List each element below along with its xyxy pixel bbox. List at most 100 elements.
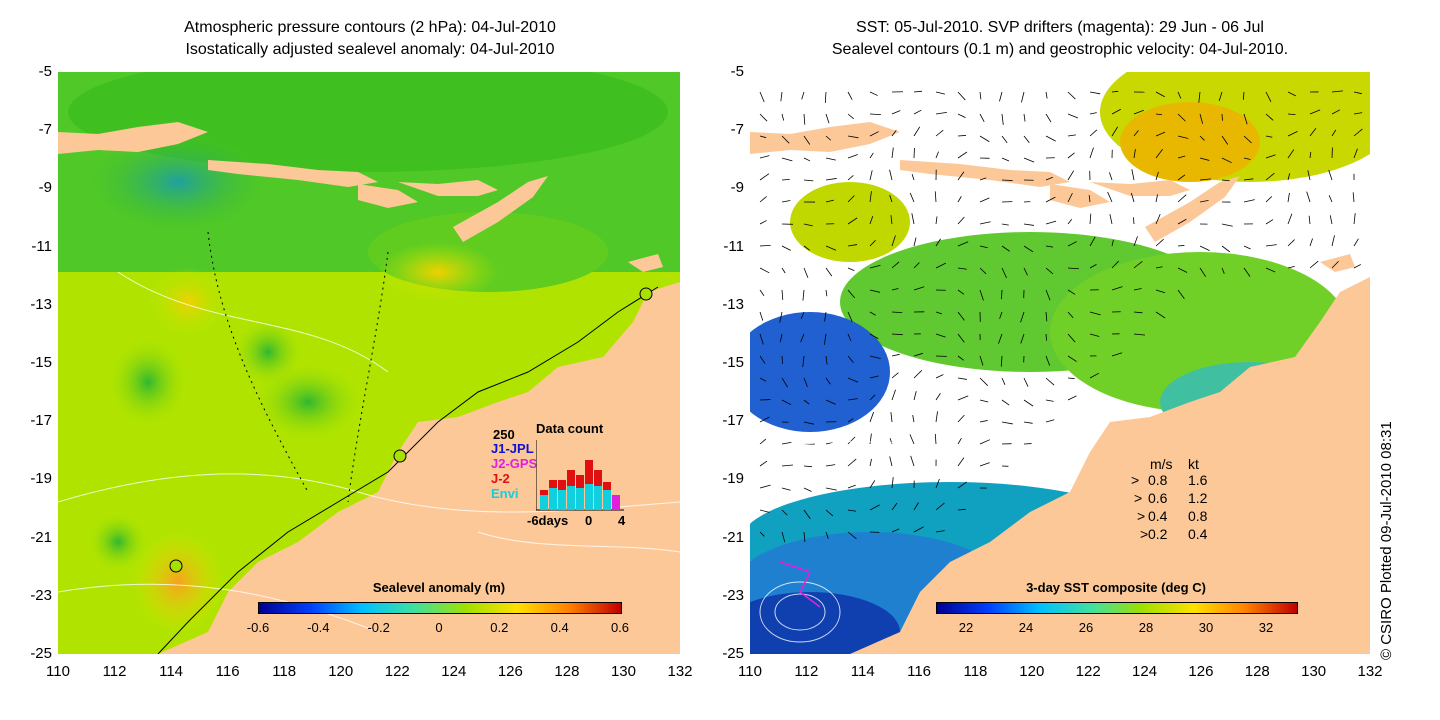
velocity-vector (911, 173, 915, 181)
velocity-vector (1067, 218, 1073, 225)
sst-map (750, 72, 1370, 654)
velocity-vector (847, 398, 858, 401)
velocity-vector (869, 264, 881, 269)
velocity-vector (759, 220, 767, 225)
velocity-vector (1131, 169, 1135, 181)
velocity-vector (935, 262, 946, 269)
velocity-vector (803, 223, 813, 227)
velocity-vector (1001, 179, 1013, 181)
velocity-vector (803, 135, 811, 145)
velocity-vector (1089, 147, 1094, 159)
left-colorbar-tick: -0.2 (367, 620, 390, 635)
data-count-title: Data count (536, 421, 604, 436)
velocity-vector (1089, 91, 1101, 95)
velocity-vector (759, 91, 765, 103)
velocity-vector (913, 502, 919, 511)
velocity-vector (869, 458, 872, 467)
velocity-legend-ms: 0.8 (1148, 472, 1168, 488)
velocity-vector (1287, 91, 1296, 97)
velocity-vector (825, 531, 829, 539)
velocity-vector (1243, 135, 1252, 144)
velocity-vector (1155, 131, 1166, 137)
velocity-vector (1265, 113, 1274, 121)
velocity-vector (869, 216, 874, 225)
velocity-vector (1243, 113, 1248, 125)
velocity-vector (979, 462, 990, 467)
velocity-vector (759, 311, 764, 321)
left-colorbar-title: Sealevel anomaly (m) (372, 580, 506, 595)
velocity-vector (781, 200, 791, 203)
velocity-vector (1331, 109, 1341, 115)
velocity-vector (1023, 135, 1030, 144)
velocity-vector (1067, 170, 1075, 181)
data-count-x-start: -6days (527, 513, 569, 528)
velocity-vector (847, 135, 859, 139)
velocity-vector (779, 311, 783, 323)
velocity-vector (847, 311, 853, 322)
velocity-vector (1287, 173, 1291, 181)
right-colorbar-tick: 24 (1018, 620, 1034, 635)
velocity-vector (1199, 113, 1204, 124)
velocity-vector (759, 484, 771, 489)
velocity-vector (913, 391, 917, 401)
velocity-vector (824, 91, 827, 103)
velocity-vector (935, 393, 941, 401)
velocity-vector (913, 370, 923, 379)
velocity-vector (1045, 399, 1054, 402)
velocity-vector (803, 157, 811, 162)
velocity-vector (1067, 91, 1076, 100)
velocity-vector (935, 411, 938, 423)
velocity-vector (869, 240, 876, 247)
velocity-vector (890, 412, 893, 423)
velocity-vector (1287, 131, 1298, 137)
velocity-vector (1133, 236, 1138, 247)
velocity-vector (781, 487, 791, 491)
velocity-vector (1199, 135, 1205, 141)
velocity-vector (1045, 289, 1051, 301)
velocity-vector (1023, 421, 1033, 424)
velocity-vector (781, 113, 785, 121)
x-tick-label: 110 (46, 663, 70, 680)
velocity-vector (1177, 245, 1185, 247)
velocity-vector (803, 509, 811, 520)
velocity-vector (1155, 113, 1163, 116)
x-tick-label: 116 (215, 663, 240, 680)
velocity-vector (1067, 134, 1076, 137)
velocity-vector (891, 502, 898, 511)
velocity-vector (913, 526, 924, 533)
velocity-vector (781, 157, 793, 162)
velocity-vector (1111, 126, 1119, 137)
velocity-vector (781, 464, 793, 467)
velocity-vector (1111, 260, 1119, 269)
right-title-line1: SST: 05-Jul-2010. SVP drifters (magenta)… (856, 19, 1264, 36)
velocity-vector (759, 155, 770, 159)
velocity-vector (1287, 239, 1295, 247)
velocity-vector (847, 91, 853, 100)
velocity-vector (1177, 289, 1185, 299)
velocity-vector (802, 355, 805, 367)
velocity-vector (1353, 91, 1362, 95)
velocity-vector (891, 130, 897, 137)
velocity-vector (1265, 267, 1276, 273)
velocity-vector (759, 244, 771, 247)
velocity-legend-arrow-icon: > (1137, 508, 1146, 524)
velocity-vector (1067, 355, 1077, 362)
velocity-vector (847, 509, 857, 512)
velocity-vector (825, 178, 837, 181)
velocity-vector (1045, 113, 1052, 123)
velocity-vector (935, 502, 945, 511)
y-tick-label: -19 (722, 470, 744, 488)
velocity-vector (759, 416, 770, 423)
velocity-vector (759, 355, 766, 364)
velocity-vector (1243, 178, 1254, 181)
y-tick-label: -15 (722, 354, 744, 371)
velocity-vector (1067, 395, 1077, 401)
velocity-vector (1045, 333, 1047, 341)
velocity-vector (891, 311, 903, 314)
velocity-vector (1328, 195, 1333, 203)
velocity-vector (1199, 199, 1209, 203)
velocity-vector (979, 135, 990, 143)
velocity-vector (825, 135, 832, 141)
velocity-vector (1067, 241, 1077, 247)
right-colorbar-title: 3-day SST composite (deg C) (1026, 580, 1206, 595)
